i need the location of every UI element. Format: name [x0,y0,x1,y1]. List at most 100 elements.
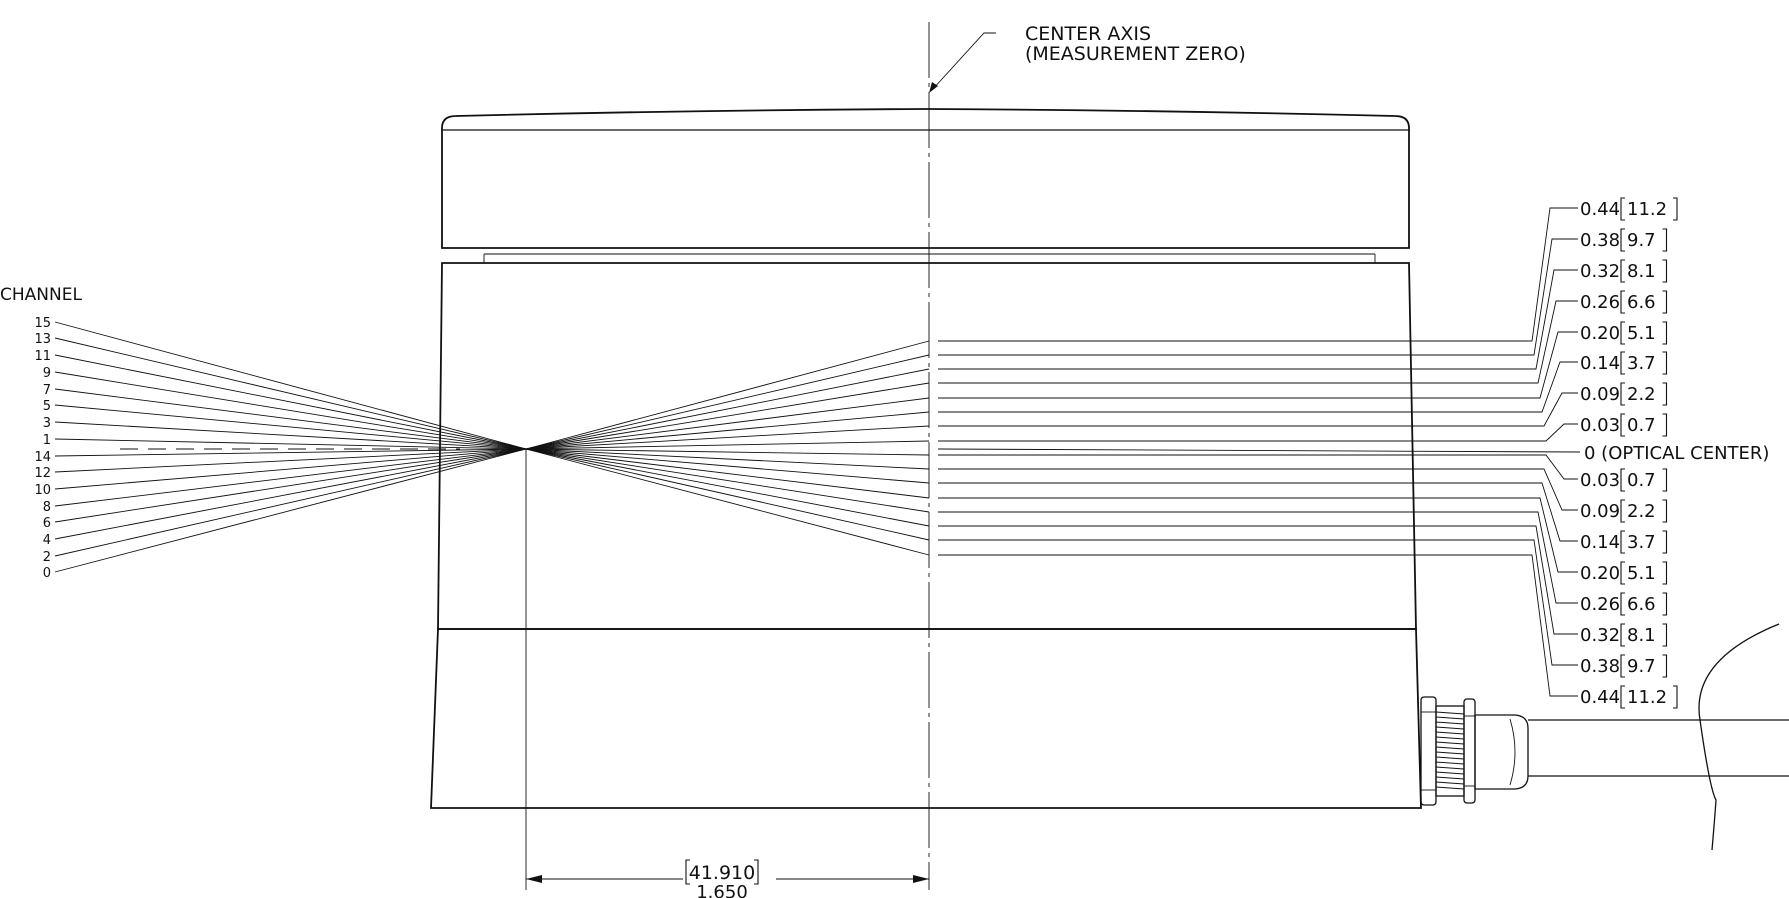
thread-line [1435,766,1465,770]
channel-beam-right [525,382,930,450]
offset-leader [938,454,1578,480]
thread-line [1435,761,1465,765]
channel-beam-right [525,448,930,470]
channel-number: 4 [43,533,51,548]
channel-number: 6 [43,516,51,531]
channel-number: 1 [43,433,51,448]
channel-beam-fan [54,321,930,573]
channel-number: 10 [34,483,51,498]
channel-beam-right [525,340,930,450]
channel-beam-left [54,354,527,450]
thread-line [1435,726,1465,730]
thread-line [1435,781,1465,785]
mm-bracket-close [1662,228,1668,252]
channel-beam-left [54,448,527,473]
offset-mm: 11.2 [1627,687,1667,708]
mm-bracket-close [1662,259,1668,283]
channel-beam-left [54,448,527,523]
offset-leader [938,539,1578,666]
thread-line [1435,746,1465,750]
channel-beam-left [54,404,527,450]
thread-line [1435,756,1465,760]
center-axis [928,22,996,890]
mm-bracket-close [1673,685,1678,709]
offset-leader [938,300,1578,384]
channel-beam-left [54,321,527,450]
width-dimension: 41.910 1.650 [525,449,929,898]
offset-inch: 0.32 [1580,625,1620,646]
channel-number: 13 [34,332,51,347]
mm-bracket-open [1620,413,1625,437]
offset-leader [938,525,1578,635]
sensor-cap [441,108,1410,249]
offset-mm: 9.7 [1627,230,1656,251]
channel-beam-right [525,448,930,541]
thread-line [1435,731,1465,735]
mm-bracket-open [1620,468,1625,492]
channel-beam-left [54,448,527,557]
offset-mm: 0.7 [1627,470,1656,491]
offset-mm: 2.2 [1627,501,1656,522]
offset-inch: 0.20 [1580,563,1620,584]
mm-bracket-close [1662,382,1668,406]
thread-line [1435,711,1465,715]
mm-bracket-close [1662,561,1668,585]
channel-beam-left [54,421,527,450]
channel-beam-left [54,388,527,450]
channel-beam-right [525,354,930,450]
channel-beam-left [54,448,527,540]
mm-bracket-open [1620,561,1625,585]
mm-bracket-open [1620,351,1625,375]
channel-number: 2 [43,550,51,565]
mm-bracket-close [1673,197,1678,221]
dimension-inch: 1.650 [696,882,748,898]
offset-leader [938,238,1578,356]
mm-bracket-close [1662,468,1668,492]
channel-beam-right [525,411,930,450]
offset-leader [938,468,1578,511]
offset-mm: 8.1 [1627,261,1656,282]
offset-mm: 6.6 [1627,594,1656,615]
mm-bracket-close [1662,321,1668,345]
channel-beam-right [525,448,930,556]
mm-bracket-open [1620,592,1625,616]
thread-line [1435,776,1465,780]
channel-beam-right [525,397,930,450]
channel-number: 7 [43,383,51,398]
thread-line [1435,721,1465,725]
channel-beam-right [525,448,930,456]
offset-inch: 0.03 [1580,415,1620,436]
channel-number: 9 [43,366,51,381]
offset-leader [938,269,1578,370]
offset-leader [938,331,1578,399]
offset-mm: 0.7 [1627,415,1656,436]
thread-line [1435,736,1465,740]
offset-mm: 3.7 [1627,532,1656,553]
mm-bracket-open [1620,197,1625,221]
offset-mm: 11.2 [1627,199,1667,220]
offset-inch: 0.26 [1580,292,1620,313]
channel-number: 5 [43,399,51,414]
cap-gap-ring [483,253,1376,263]
offset-inch: 0.26 [1580,594,1620,615]
offset-inch: 0.32 [1580,261,1620,282]
offset-inch: 0.44 [1580,199,1620,220]
offset-leader [938,423,1578,442]
mm-bracket-open [1620,382,1625,406]
offset-mm: 5.1 [1627,323,1656,344]
optical-center-label: 0 (OPTICAL CENTER) [1584,443,1769,464]
offset-inch: 0.03 [1580,470,1620,491]
mm-bracket-open [1620,290,1625,314]
channel-heading: CHANNEL [0,285,82,305]
optical-center-leader [937,448,1581,453]
channel-beam-right [525,448,930,513]
offset-leader [938,207,1578,342]
mm-bracket-close [1662,530,1668,554]
offset-inch: 0.38 [1580,230,1620,251]
channel-beam-left [54,448,527,490]
offset-leader [938,511,1578,604]
channel-number: 12 [34,466,51,481]
mm-bracket-open [1620,228,1625,252]
